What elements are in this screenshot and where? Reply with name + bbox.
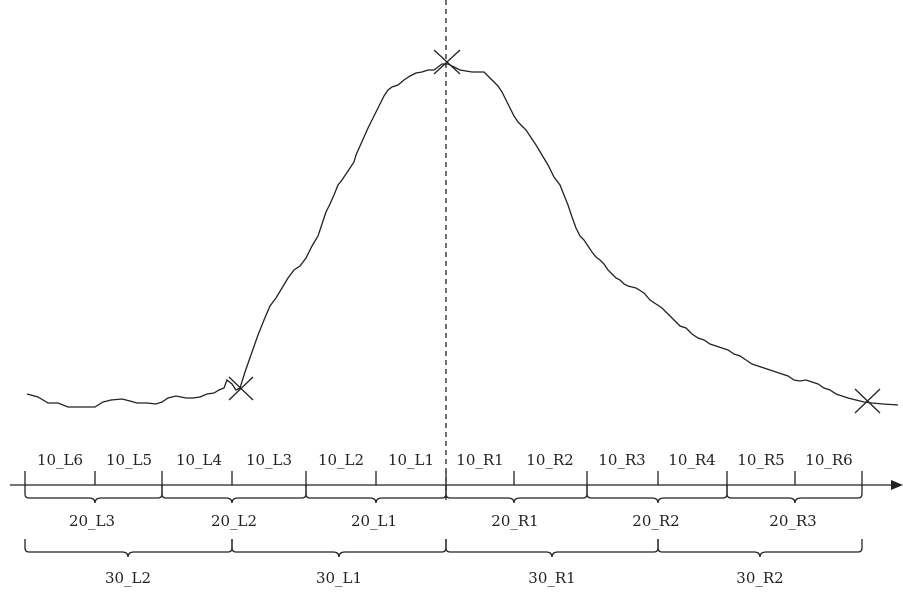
label-10-r2: 10_R2 xyxy=(526,451,573,469)
label-20-r2: 20_R2 xyxy=(632,512,679,530)
label-30-l2: 30_L2 xyxy=(105,569,151,587)
label-20-r1: 20_R1 xyxy=(491,512,538,530)
label-10-r6: 10_R6 xyxy=(805,451,852,469)
row30-braces xyxy=(24,539,863,558)
label-20-l2: 20_L2 xyxy=(211,512,257,530)
row10-ticks xyxy=(24,471,863,485)
label-10-l3: 10_L3 xyxy=(246,451,292,469)
label-20-r3: 20_R3 xyxy=(769,512,816,530)
marker-end xyxy=(854,388,881,414)
label-20-l3: 20_L3 xyxy=(69,512,115,530)
label-10-l6: 10_L6 xyxy=(37,451,83,469)
x-axis xyxy=(10,480,903,490)
label-10-l2: 10_L2 xyxy=(318,451,364,469)
row20-braces xyxy=(24,485,863,504)
marker-peak xyxy=(433,49,461,75)
marker-start xyxy=(228,376,254,401)
label-30-r1: 30_R1 xyxy=(528,569,575,587)
label-30-l1: 30_L1 xyxy=(316,569,362,587)
label-30-r2: 30_R2 xyxy=(736,569,783,587)
signal-curve xyxy=(26,63,899,408)
label-10-l4: 10_L4 xyxy=(176,451,222,469)
label-10-r5: 10_R5 xyxy=(737,451,784,469)
label-10-r4: 10_R4 xyxy=(668,451,715,469)
label-10-r1: 10_R1 xyxy=(456,451,503,469)
label-20-l1: 20_L1 xyxy=(351,512,397,530)
label-10-l1: 10_L1 xyxy=(388,451,434,469)
label-10-r3: 10_R3 xyxy=(598,451,645,469)
label-10-l5: 10_L5 xyxy=(106,451,152,469)
